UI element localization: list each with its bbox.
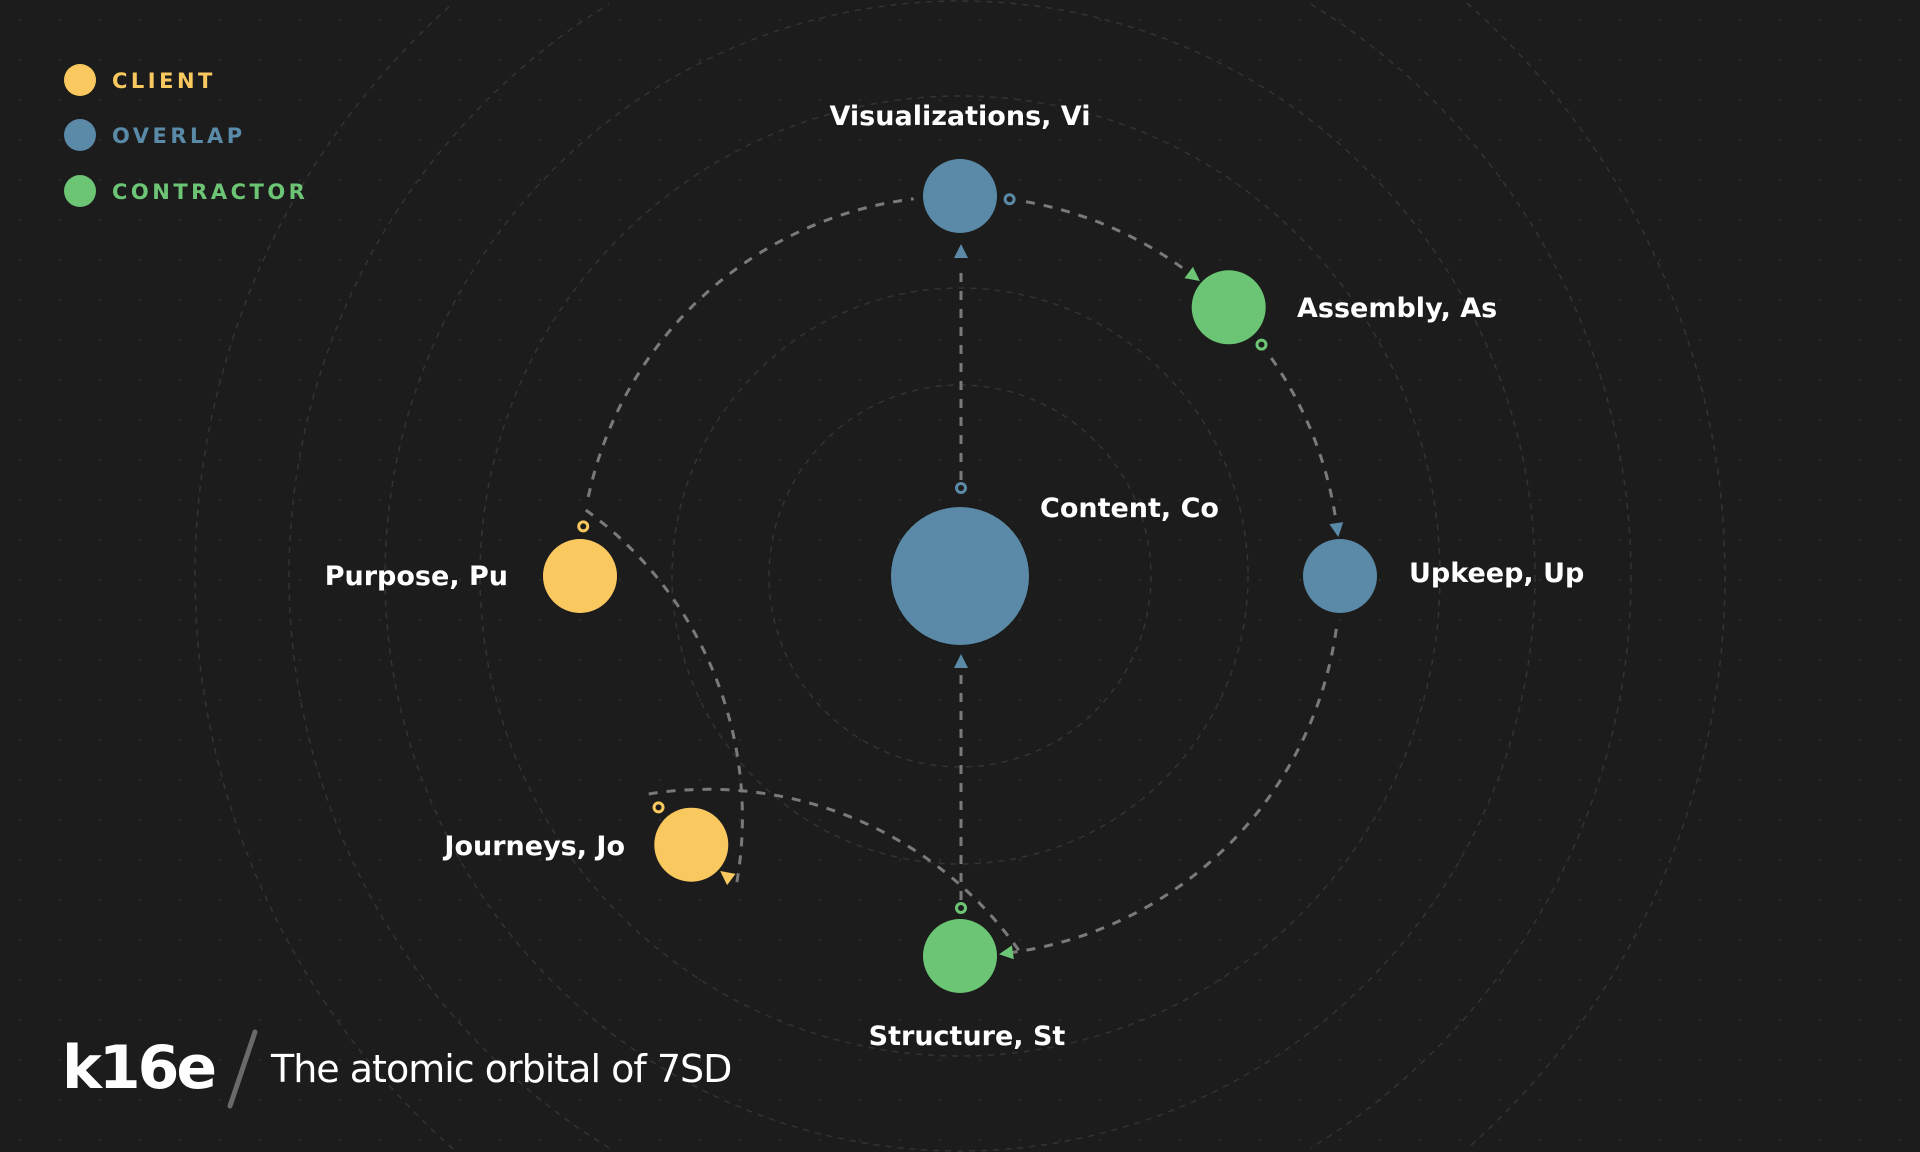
label-structure: Structure, St bbox=[869, 1021, 1066, 1052]
link-visualizations-assembly bbox=[1025, 200, 1185, 270]
orbit-path-upkeep-structure bbox=[1012, 628, 1338, 954]
arrow-head-icon bbox=[999, 945, 1014, 960]
k16e-logo: k16e bbox=[62, 1033, 214, 1103]
legend-contractor-label: CONTRACTOR bbox=[112, 180, 308, 204]
arrow-head-icon bbox=[954, 654, 968, 668]
background-orbit-ring bbox=[768, 384, 1152, 768]
node-visualizations bbox=[923, 159, 997, 233]
label-visualizations: Visualizations, Vi bbox=[830, 101, 1091, 132]
legend: CLIENT OVERLAP CONTRACTOR bbox=[64, 64, 308, 207]
legend-contractor-dot bbox=[64, 175, 96, 207]
label-assembly: Assembly, As bbox=[1297, 293, 1497, 324]
arrow-head-icon bbox=[954, 244, 968, 258]
link-origin-marker bbox=[955, 902, 967, 914]
link-origin-marker bbox=[1255, 338, 1268, 351]
link-origin-marker bbox=[577, 520, 590, 533]
orbit-path-purpose-visualizations bbox=[586, 197, 914, 498]
legend-overlap-dot bbox=[64, 119, 96, 151]
legend-client-label: CLIENT bbox=[112, 69, 216, 93]
arrow-head-icon bbox=[720, 871, 736, 886]
node-journeys bbox=[654, 807, 729, 882]
background-orbit-ring bbox=[479, 95, 1441, 1057]
arrow-head-icon bbox=[1184, 266, 1200, 281]
link-purpose-journeys bbox=[584, 508, 744, 884]
node-structure bbox=[923, 919, 997, 993]
background-orbit-ring bbox=[671, 287, 1249, 865]
footer: k16e The atomic orbital of 7SD bbox=[62, 1029, 732, 1109]
label-upkeep: Upkeep, Up bbox=[1409, 558, 1584, 589]
link-origin-marker bbox=[1003, 193, 1016, 206]
node-assembly bbox=[1191, 270, 1266, 345]
link-assembly-upkeep bbox=[1270, 357, 1337, 517]
legend-client-dot bbox=[64, 64, 96, 96]
background-orbit-ring bbox=[384, 0, 1536, 1152]
node-upkeep bbox=[1303, 539, 1377, 613]
link-journeys-structure bbox=[648, 787, 1021, 953]
legend-overlap-label: OVERLAP bbox=[112, 124, 246, 148]
link-origin-marker bbox=[652, 801, 665, 814]
divider-slash bbox=[227, 1029, 258, 1109]
link-origin-marker bbox=[955, 482, 967, 494]
label-journeys: Journeys, Jo bbox=[442, 831, 625, 862]
node-purpose bbox=[543, 539, 617, 613]
background-orbit-ring bbox=[288, 3, 1632, 1149]
node-content bbox=[891, 507, 1029, 645]
arrow-head-icon bbox=[1329, 522, 1344, 537]
label-content: Content, Co bbox=[1040, 493, 1219, 524]
label-purpose: Purpose, Pu bbox=[325, 561, 508, 592]
tagline: The atomic orbital of 7SD bbox=[270, 1047, 731, 1091]
